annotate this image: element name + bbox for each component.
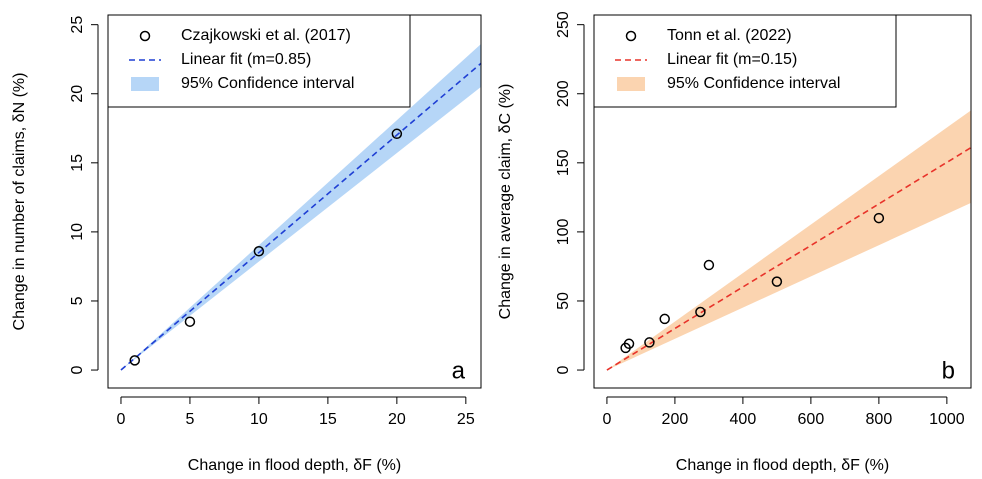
data-point	[771, 276, 783, 287]
x-tick-label: 1000	[929, 411, 965, 428]
data-point	[703, 259, 715, 271]
plot-area	[606, 110, 971, 371]
legend-label: 95% Confidence interval	[667, 75, 840, 92]
fit-line	[120, 62, 481, 371]
x-tick-label: 200	[662, 411, 689, 428]
y-tick-label: 0	[69, 365, 86, 374]
y-tick-label: 20	[69, 85, 86, 103]
x-tick-label: 25	[457, 411, 475, 428]
x-tick-label: 0	[602, 411, 611, 428]
y-axis-title: Change in average claim, δC (%)	[497, 84, 514, 320]
data-point	[659, 313, 670, 325]
y-axis-title: Change in number of claims, δN (%)	[11, 73, 28, 331]
legend-symbol	[131, 77, 159, 91]
data-point	[391, 128, 403, 140]
legend-symbol	[139, 30, 151, 42]
panel-label: b	[942, 357, 955, 384]
x-tick-label: 15	[319, 411, 337, 428]
y-tick-label: 15	[69, 154, 86, 172]
legend-box	[593, 14, 897, 108]
legend-label: Linear fit (m=0.15)	[667, 51, 797, 68]
x-tick-label: 800	[866, 411, 893, 428]
legend-label: Tonn et al. (2022)	[667, 27, 792, 44]
y-tick-label: 250	[555, 11, 572, 38]
data-point	[644, 337, 655, 348]
x-tick-label: 20	[388, 411, 406, 428]
x-tick-label: 5	[185, 411, 194, 428]
data-point	[184, 316, 196, 327]
legend-label: Czajkowski et al. (2017)	[181, 27, 351, 44]
x-tick-label: 0	[117, 411, 126, 428]
y-tick-label: 25	[69, 16, 86, 34]
x-axis-title: Change in flood depth, δF (%)	[676, 457, 889, 474]
legend-label: 95% Confidence interval	[181, 75, 354, 92]
y-tick-label: 100	[555, 218, 572, 245]
y-tick-label: 0	[555, 365, 572, 374]
legend-symbol	[625, 30, 637, 42]
data-point	[253, 245, 265, 257]
data-point	[129, 355, 141, 366]
y-tick-label: 5	[69, 296, 86, 305]
fit-line	[606, 146, 971, 371]
y-tick-label: 10	[69, 223, 86, 241]
plot-area	[120, 44, 481, 371]
y-tick-label: 50	[555, 292, 572, 310]
y-tick-label: 200	[555, 80, 572, 107]
legend-box	[107, 14, 411, 108]
data-point	[695, 306, 706, 318]
panel-label: a	[452, 357, 466, 384]
data-point	[623, 338, 635, 350]
confidence-band	[606, 110, 971, 371]
legend-label: Linear fit (m=0.85)	[181, 51, 311, 68]
x-axis-title: Change in flood depth, δF (%)	[188, 457, 401, 474]
legend-symbol	[617, 77, 645, 91]
x-tick-label: 10	[250, 411, 268, 428]
data-point	[873, 212, 885, 224]
x-tick-label: 400	[730, 411, 757, 428]
confidence-band	[120, 44, 481, 371]
y-tick-label: 150	[555, 149, 572, 176]
x-tick-label: 600	[798, 411, 825, 428]
